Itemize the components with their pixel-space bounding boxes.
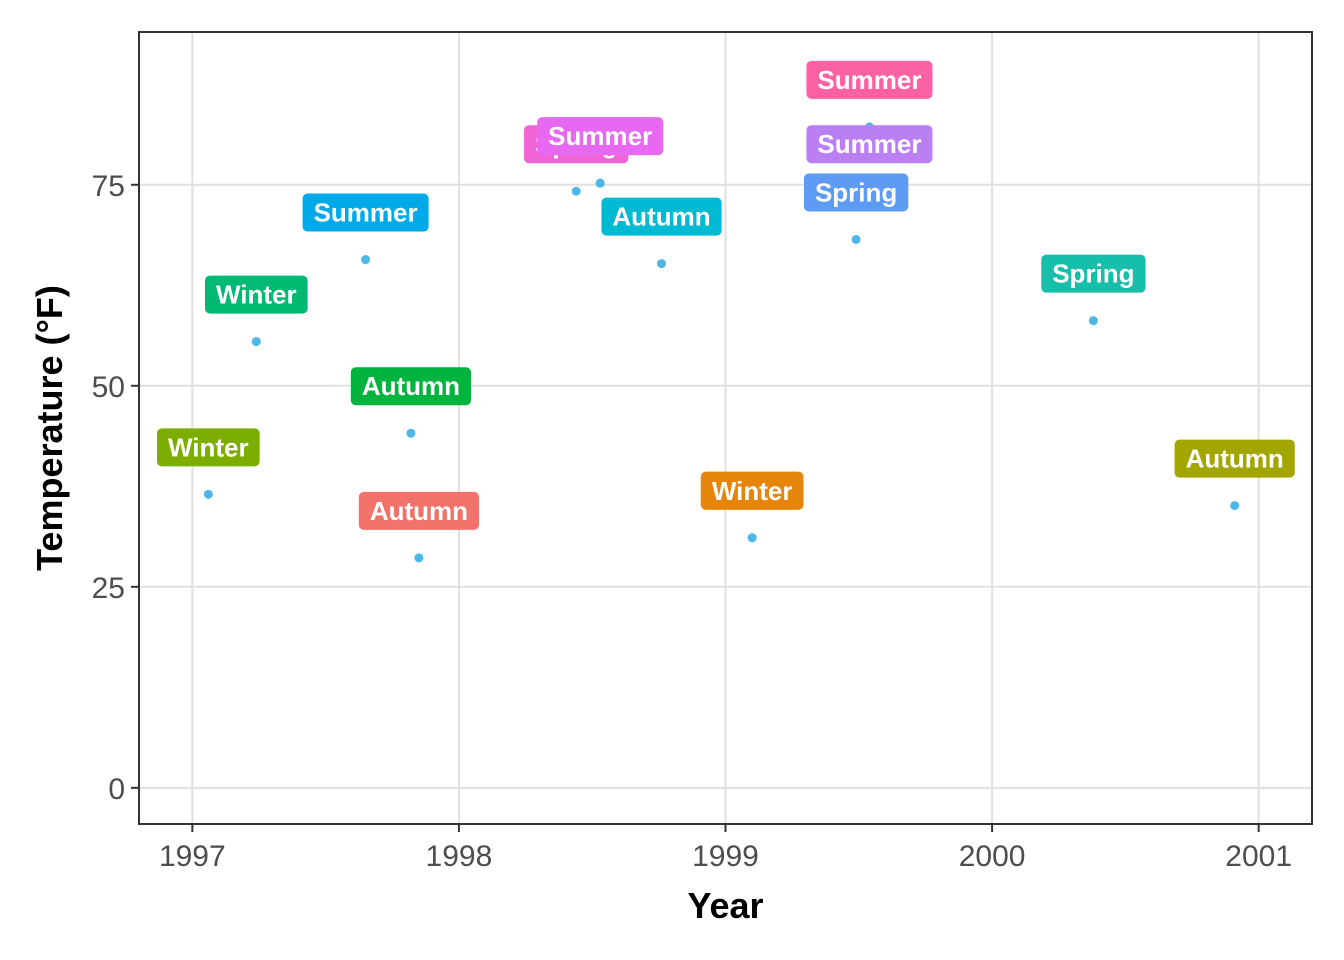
data-point: [595, 178, 605, 188]
point-label-box: [302, 193, 429, 232]
y-tick-label: 50: [92, 371, 125, 404]
point-label-text: Summer: [817, 129, 921, 159]
point-label-text: Summer: [314, 198, 418, 228]
point-label-box: [806, 125, 933, 164]
point-label-box: [350, 367, 472, 406]
point-label-box: [1174, 439, 1295, 478]
x-tick-label: 1998: [426, 840, 493, 873]
point-label-text: Winter: [216, 280, 297, 310]
point-label-spring: Spring: [1041, 254, 1146, 293]
x-axis: 1997 1998 1999 2000 2001: [159, 824, 1292, 873]
point-label-summer: Summer: [806, 125, 933, 164]
grid: [139, 32, 1312, 824]
data-point: [251, 337, 261, 347]
point-label-box: [156, 428, 260, 467]
data-point: [203, 489, 213, 499]
y-axis-title: Temperature (°F): [29, 285, 70, 571]
point-label-text: Autumn: [612, 202, 710, 232]
point-label-box: [806, 60, 933, 99]
y-axis: 0 25 50 75: [92, 170, 139, 806]
data-point: [1088, 316, 1098, 326]
point-label-box: [601, 197, 722, 236]
x-tick-label: 1997: [159, 840, 226, 873]
point-label-text: Spring: [815, 177, 897, 207]
point-label-box: [358, 491, 480, 530]
point-label-autumn: Autumn: [1174, 439, 1295, 478]
point-label-box: [803, 173, 909, 212]
point-label-spring: Spring: [803, 173, 909, 212]
data-point: [851, 234, 861, 244]
point-label-text: Summer: [548, 121, 652, 151]
data-point: [571, 186, 581, 196]
point-label-winter: Winter: [156, 428, 260, 467]
data-point: [361, 255, 371, 265]
point-label-summer: Summer: [806, 60, 933, 99]
data-point: [747, 533, 757, 543]
point-label-winter: Winter: [700, 471, 804, 510]
point-labels: Winter Winter Summer Autumn Autumn Spring Spri…: [156, 60, 1295, 530]
x-tick-label: 2000: [959, 840, 1026, 873]
point-label-box: [1041, 254, 1146, 293]
point-label-text: Summer: [817, 65, 921, 95]
point-label-winter: Winter: [204, 275, 308, 314]
y-tick-label: 75: [92, 170, 125, 203]
point-label-summer: Summer: [537, 117, 664, 156]
y-tick-label: 0: [108, 773, 125, 806]
point-label-text: Spring: [1052, 259, 1134, 289]
point-label-autumn: Autumn: [358, 491, 480, 530]
x-axis-title: Year: [687, 885, 763, 926]
point-label-box: [700, 471, 804, 510]
data-point: [406, 428, 416, 438]
data-point: [414, 553, 424, 563]
x-tick-label: 1999: [692, 840, 759, 873]
data-point: [657, 259, 667, 269]
y-tick-label: 25: [92, 572, 125, 605]
point-label-text: Winter: [168, 432, 249, 462]
point-label-text: Autumn: [362, 371, 460, 401]
point-label-box: [537, 117, 664, 156]
point-label-box: [204, 275, 308, 314]
point-label-text: Autumn: [1186, 444, 1284, 474]
point-label-text: Winter: [712, 476, 793, 506]
data-point: [1230, 501, 1240, 511]
x-tick-label: 2001: [1225, 840, 1292, 873]
point-label-summer: Summer: [302, 193, 429, 232]
point-label-text: Autumn: [370, 496, 468, 526]
point-label-autumn: Autumn: [601, 197, 722, 236]
point-label-autumn: Autumn: [350, 367, 472, 406]
